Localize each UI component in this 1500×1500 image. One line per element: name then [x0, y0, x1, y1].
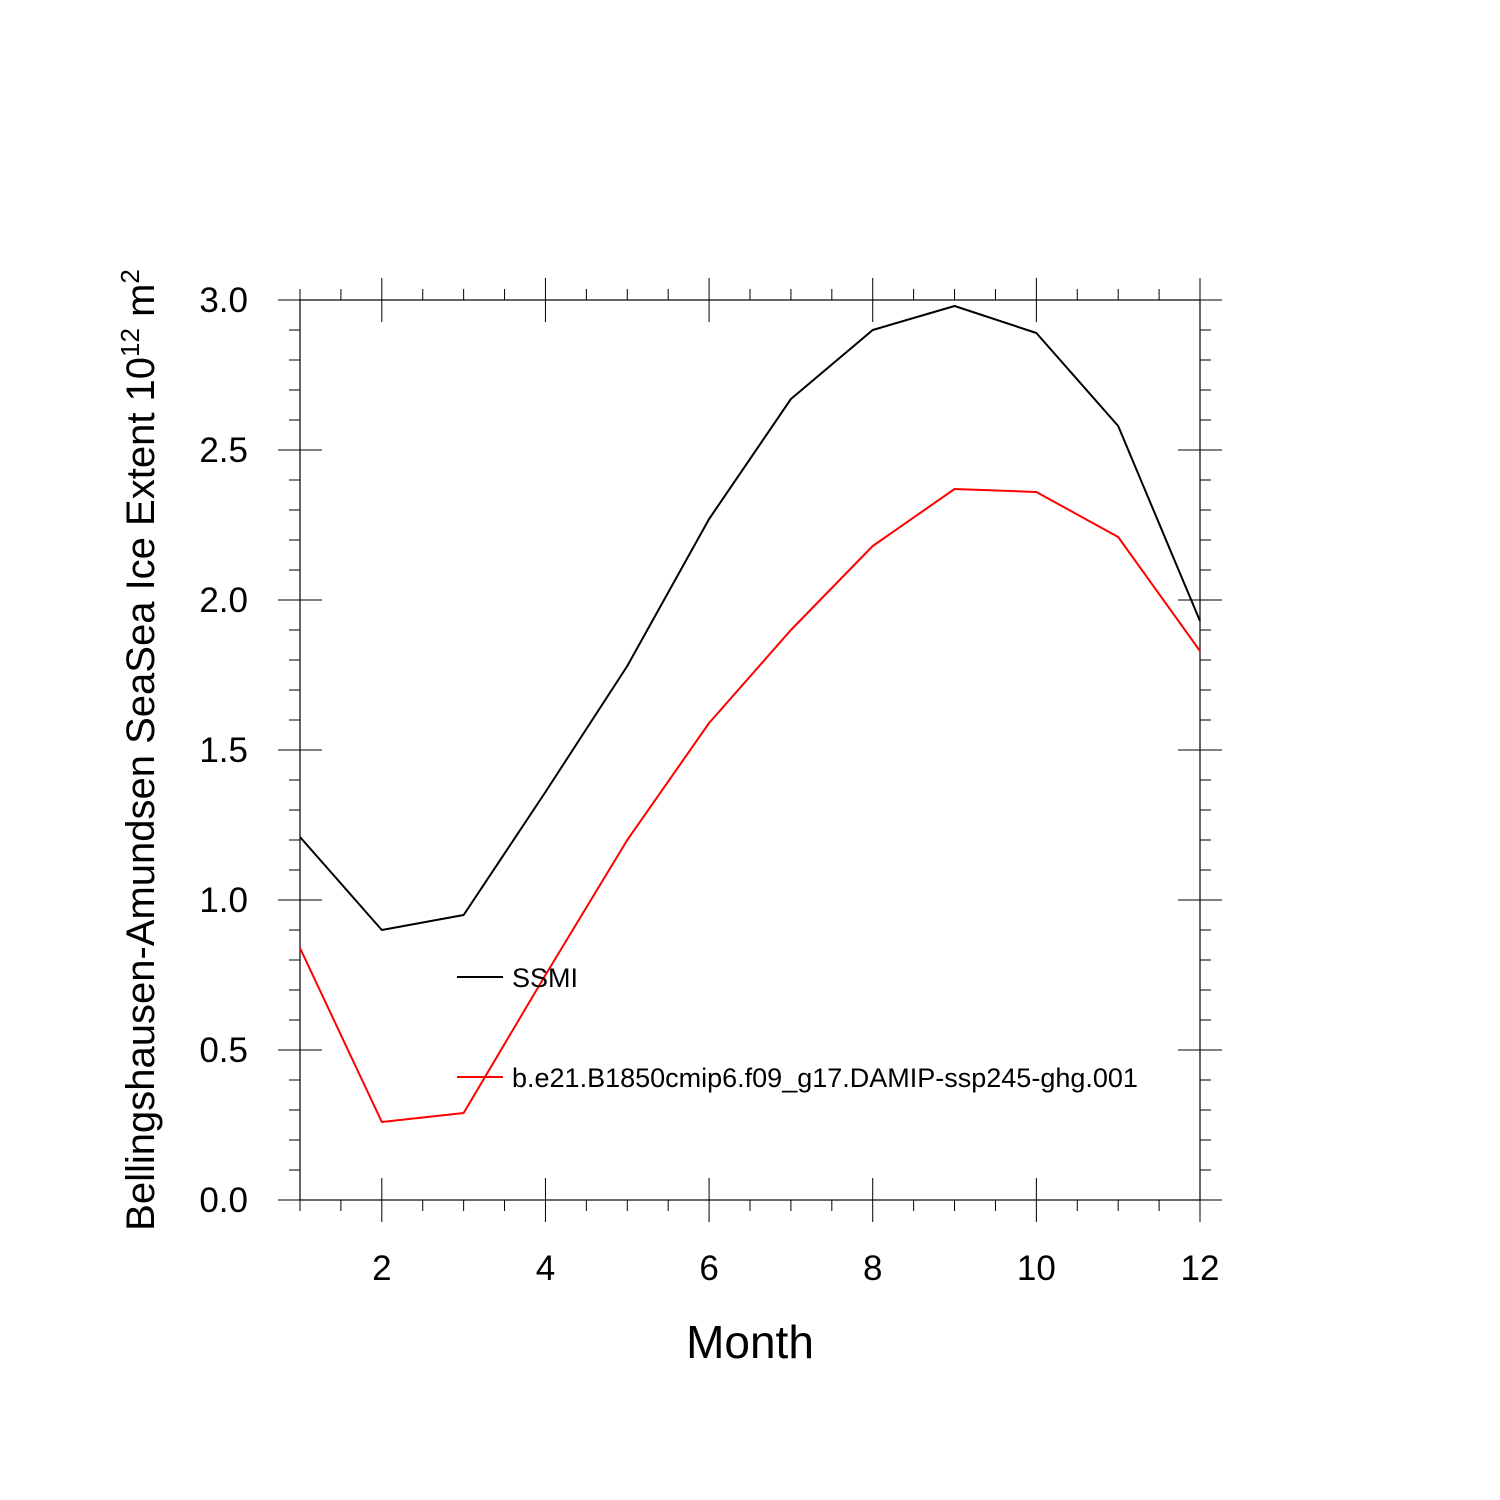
series-lines	[299, 305, 1201, 1123]
legend: SSMI b.e21.B1850cmip6.f09_g17.DAMIP-ssp24…	[457, 963, 1138, 1093]
x-tick-label: 2	[372, 1249, 391, 1288]
series-line-model	[299, 488, 1201, 1123]
y-tick-label: 3.0	[199, 281, 248, 320]
y-axis-title-exponent: 12	[115, 328, 145, 357]
y-axis-title-unit-exponent: 2	[115, 269, 145, 283]
y-tick-label: 1.5	[199, 731, 248, 770]
x-tick-label: 10	[1017, 1249, 1056, 1288]
x-tick-label: 6	[699, 1249, 718, 1288]
y-axis-title-main: Bellingshausen-Amundsen SeaSea Ice Exten…	[119, 357, 163, 1231]
y-axis-title-unit: m	[119, 284, 163, 328]
legend-label: SSMI	[512, 963, 578, 993]
legend-label: b.e21.B1850cmip6.f09_g17.DAMIP-ssp245-gh…	[512, 1063, 1138, 1093]
y-tick-label: 0.0	[199, 1181, 248, 1220]
y-tick-label: 2.5	[199, 431, 248, 470]
x-tick-label: 12	[1181, 1249, 1220, 1288]
y-axis-title: Bellingshausen-Amundsen SeaSea Ice Exten…	[115, 269, 163, 1231]
y-tick-label: 2.0	[199, 581, 248, 620]
y-tick-label: 0.5	[199, 1031, 248, 1070]
y-tick-label: 1.0	[199, 881, 248, 920]
plot-frame	[299, 299, 1201, 1201]
x-tick-label: 8	[863, 1249, 882, 1288]
series-line-ssmi	[299, 305, 1201, 931]
minor-ticks	[289, 289, 1211, 1211]
x-axis-title: Month	[686, 1316, 814, 1368]
x-tick-labels: 2 4 6 8 10 12	[372, 1249, 1219, 1288]
y-tick-labels: 0.0 0.5 1.0 1.5 2.0 2.5 3.0	[199, 281, 248, 1220]
x-tick-label: 4	[536, 1249, 555, 1288]
